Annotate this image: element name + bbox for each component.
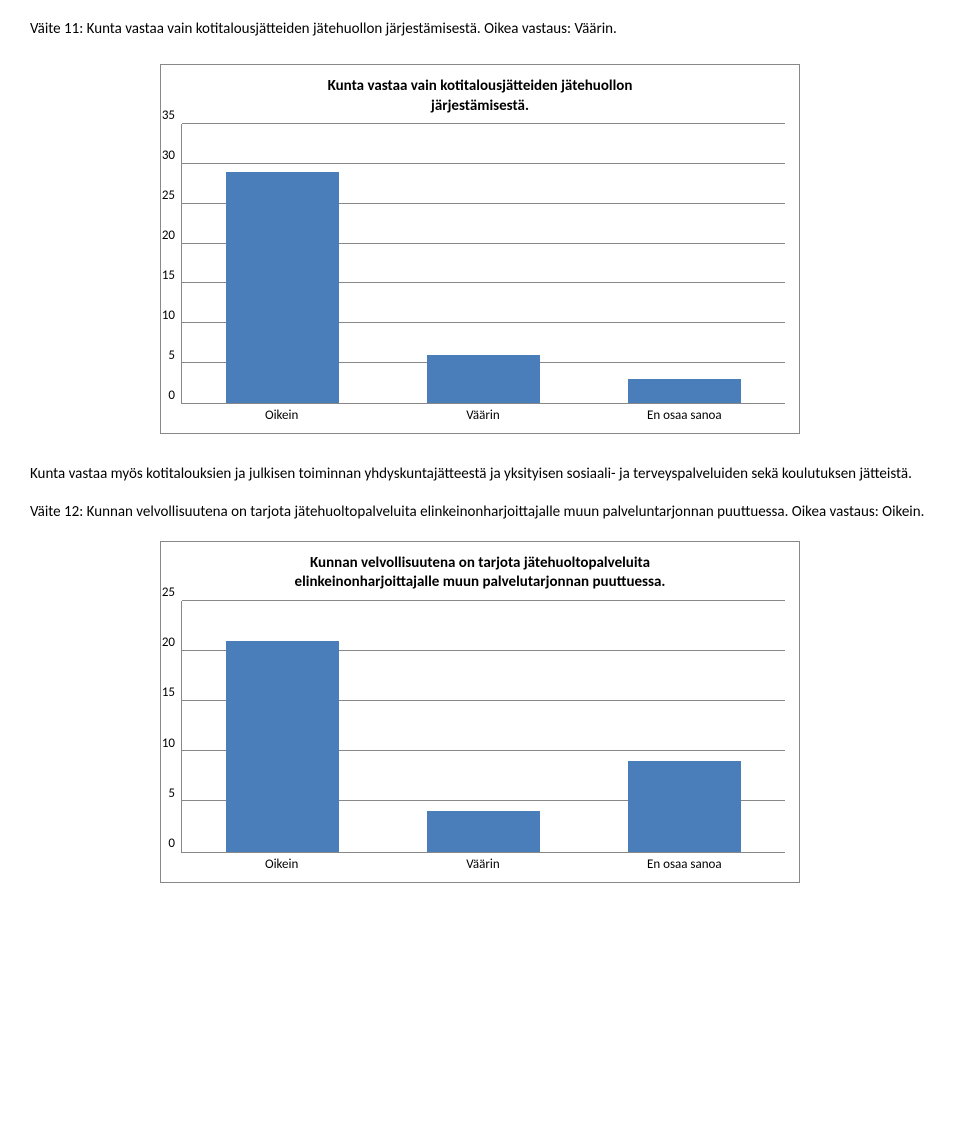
bar xyxy=(427,811,540,851)
chart-1-title-line1: Kunta vastaa vain kotitalousjätteiden jä… xyxy=(328,77,633,95)
bar xyxy=(628,761,741,851)
x-label: En osaa sanoa xyxy=(584,408,785,423)
chart-2-x-labels: OikeinVäärinEn osaa sanoa xyxy=(181,857,785,872)
bar-slot xyxy=(383,124,584,403)
bar-slot xyxy=(584,601,785,852)
bar-slot xyxy=(182,124,383,403)
paragraph-1: Kunta vastaa myös kotitalouksien ja julk… xyxy=(30,464,930,484)
chart-1-bars xyxy=(182,124,785,403)
chart-1: Kunta vastaa vain kotitalousjätteiden jä… xyxy=(160,64,800,434)
chart-2-title: Kunnan velvollisuutena on tarjota jätehu… xyxy=(175,554,785,593)
bar-slot xyxy=(182,601,383,852)
chart-2-title-line1: Kunnan velvollisuutena on tarjota jätehu… xyxy=(310,554,650,572)
chart-2: Kunnan velvollisuutena on tarjota jätehu… xyxy=(160,541,800,883)
bar xyxy=(226,641,339,852)
x-label: Oikein xyxy=(181,857,382,872)
heading-1: Väite 11: Kunta vastaa vain kotitalousjä… xyxy=(30,20,930,38)
chart-2-title-line2: elinkeinonharjoittajalle muun palvelutar… xyxy=(295,573,666,591)
x-label: Väärin xyxy=(382,857,583,872)
chart-1-x-labels: OikeinVäärinEn osaa sanoa xyxy=(181,408,785,423)
bar-slot xyxy=(383,601,584,852)
chart-1-title: Kunta vastaa vain kotitalousjätteiden jä… xyxy=(175,77,785,116)
x-label: En osaa sanoa xyxy=(584,857,785,872)
chart-2-plot xyxy=(181,601,785,853)
x-label: Väärin xyxy=(382,408,583,423)
chart-1-plot xyxy=(181,124,785,404)
bar-slot xyxy=(584,124,785,403)
x-label: Oikein xyxy=(181,408,382,423)
bar xyxy=(628,379,741,403)
chart-2-bars xyxy=(182,601,785,852)
bar xyxy=(226,172,339,403)
chart-1-title-line2: järjestämisestä. xyxy=(431,97,529,115)
bar xyxy=(427,355,540,403)
paragraph-2: Väite 12: Kunnan velvollisuutena on tarj… xyxy=(30,502,930,522)
